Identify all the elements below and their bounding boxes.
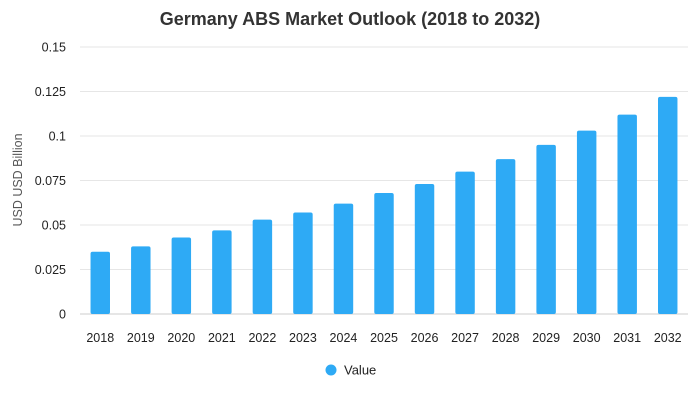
y-tick-label: 0.125: [35, 85, 66, 99]
x-tick-label: 2030: [573, 331, 601, 345]
x-tick-label: 2020: [167, 331, 195, 345]
y-axis-label: USD USD Billion: [11, 133, 25, 226]
x-tick-label: 2026: [411, 331, 439, 345]
bar-2029[interactable]: [536, 144, 556, 314]
bar-2020[interactable]: [171, 237, 192, 314]
x-tick-label: 2025: [370, 331, 398, 345]
legend-marker: [325, 364, 337, 376]
bar-2019[interactable]: [131, 246, 151, 314]
bar-2024[interactable]: [333, 203, 354, 314]
x-axis-ticks: 2018 2019 2020 2021 2022 2023 2024 2025 2026 2027…: [86, 331, 681, 345]
bar-2027[interactable]: [455, 171, 475, 314]
bar-2018[interactable]: [90, 251, 110, 314]
chart-title: Germany ABS Market Outlook (2018 to 2032…: [160, 9, 540, 29]
bar-2030[interactable]: [576, 130, 597, 314]
y-tick-label: 0: [59, 308, 66, 322]
x-tick-label: 2032: [654, 331, 682, 345]
bar-2025[interactable]: [374, 192, 394, 314]
legend-label-value: Value: [344, 363, 376, 378]
x-tick-label: 2019: [127, 331, 155, 345]
bar-2021[interactable]: [212, 230, 232, 314]
bar-2031[interactable]: [617, 114, 637, 314]
x-tick-label: 2029: [532, 331, 560, 345]
x-tick-label: 2021: [208, 331, 236, 345]
bar-2028[interactable]: [495, 159, 516, 314]
y-axis-ticks: 0 0.025 0.05 0.075 0.1 0.125 0.15: [35, 41, 66, 322]
bar-2023[interactable]: [293, 212, 313, 314]
legend[interactable]: Value: [325, 363, 377, 378]
y-tick-label: 0.15: [42, 41, 66, 55]
y-tick-label: 0.075: [35, 174, 66, 188]
y-tick-label: 0.05: [42, 219, 66, 233]
bar-series: [90, 96, 678, 314]
y-tick-label: 0.025: [35, 263, 66, 277]
x-tick-label: 2022: [248, 331, 276, 345]
x-tick-label: 2018: [86, 331, 114, 345]
x-tick-label: 2027: [451, 331, 479, 345]
x-tick-label: 2023: [289, 331, 317, 345]
x-tick-label: 2028: [492, 331, 520, 345]
bar-2032[interactable]: [658, 96, 678, 314]
x-tick-label: 2031: [613, 331, 641, 345]
y-tick-label: 0.1: [49, 130, 66, 144]
bar-2026[interactable]: [414, 184, 435, 314]
bar-2022[interactable]: [252, 219, 273, 314]
x-tick-label: 2024: [330, 331, 358, 345]
